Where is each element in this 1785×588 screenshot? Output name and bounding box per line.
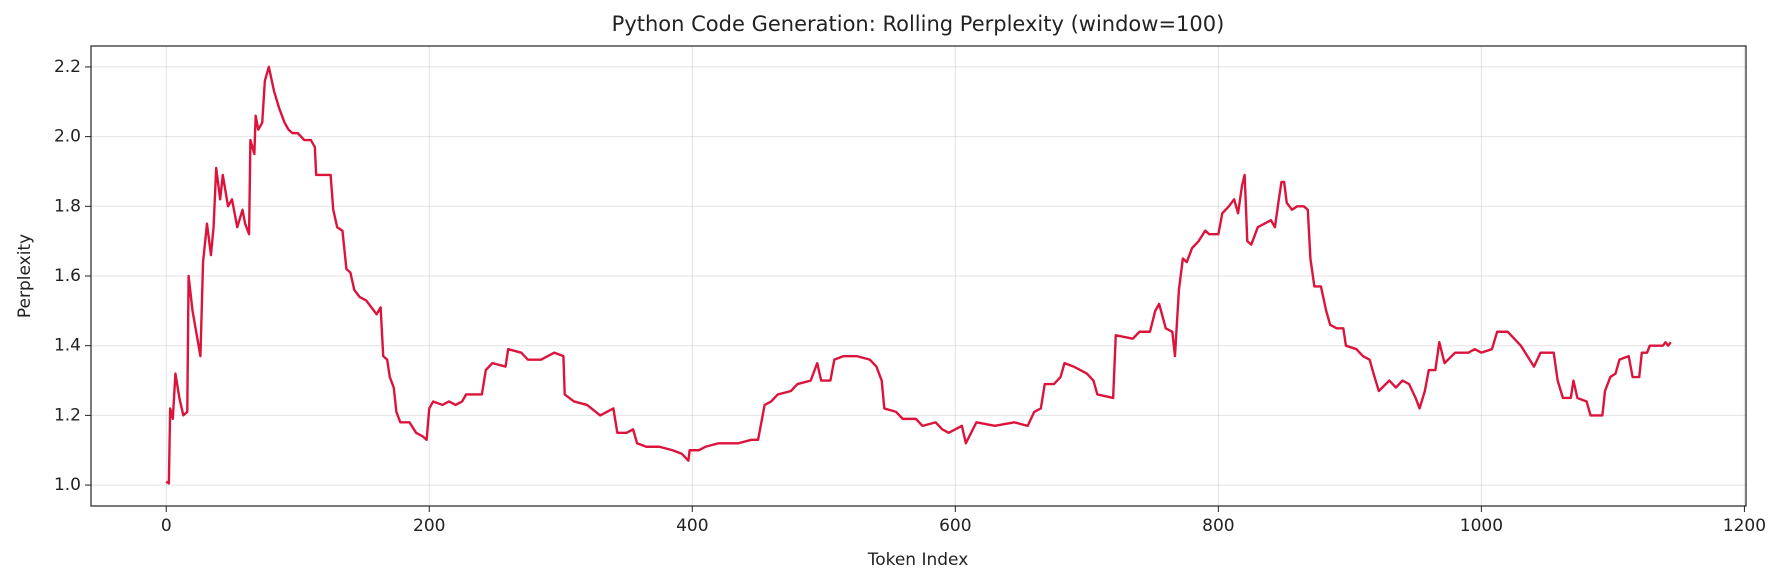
x-tick-label: 800 (1202, 516, 1234, 536)
x-tick-label: 1000 (1460, 516, 1503, 536)
y-axis-label: Perplexity (15, 234, 35, 318)
y-tick-label: 1.4 (54, 336, 81, 356)
y-tick-label: 1.6 (54, 266, 81, 286)
x-tick-label: 200 (413, 516, 445, 536)
y-tick-label: 1.2 (54, 405, 81, 425)
chart-title: Python Code Generation: Rolling Perplexi… (612, 12, 1225, 36)
x-tick-label: 400 (676, 516, 708, 536)
y-tick-label: 1.8 (54, 196, 81, 216)
x-tick-label: 600 (939, 516, 971, 536)
x-axis-label: Token Index (867, 550, 969, 570)
y-tick-label: 1.0 (54, 475, 81, 495)
x-tick-label: 0 (161, 516, 172, 536)
plot-frame (90, 45, 1747, 507)
y-tick-label: 2.0 (54, 127, 81, 147)
y-tick-label: 2.2 (54, 57, 81, 77)
data-line (165, 65, 1672, 485)
x-tick-label: 1200 (1723, 516, 1766, 536)
